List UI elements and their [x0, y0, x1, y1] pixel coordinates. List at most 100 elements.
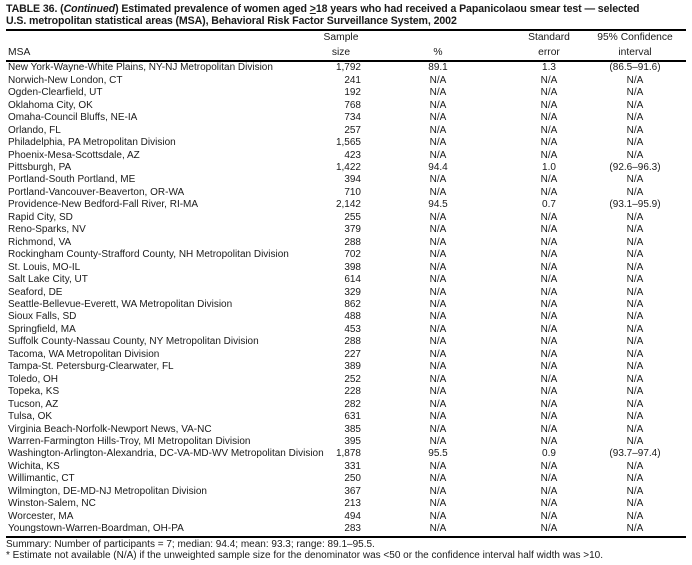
table-row: Seattle-Bellevue-Everett, WA Metropolita… — [6, 299, 686, 311]
percent-cell: N/A — [429, 99, 447, 111]
msa-cell: Philadelphia, PA Metropolitan Division — [8, 137, 176, 149]
sample-size-cell: 288 — [344, 336, 361, 348]
confidence-interval-cell: N/A — [626, 298, 644, 310]
table-row: Omaha-Council Bluffs, NE-IA 734 N/A N/A … — [6, 112, 686, 124]
header-sample-line2: size — [331, 46, 351, 58]
table-row: Suffolk County-Nassau County, NY Metropo… — [6, 336, 686, 348]
msa-cell: Winston-Salem, NC — [8, 498, 96, 510]
confidence-interval-cell: N/A — [626, 473, 644, 485]
sample-size-cell: 488 — [344, 311, 361, 323]
msa-cell: Salt Lake City, UT — [8, 274, 88, 286]
confidence-interval-cell: N/A — [626, 186, 644, 198]
table-row: Winston-Salem, NC 213 N/A N/A N/A — [6, 498, 686, 510]
msa-cell: Suffolk County-Nassau County, NY Metropo… — [8, 336, 259, 348]
standard-error-cell: N/A — [540, 510, 558, 522]
percent-cell: N/A — [429, 174, 447, 186]
percent-cell: N/A — [429, 411, 447, 423]
sample-size-cell: 282 — [344, 398, 361, 410]
table-row: Norwich-New London, CT 241 N/A N/A N/A — [6, 75, 686, 87]
sample-size-cell: 398 — [344, 261, 361, 273]
header-row-top: Sample Standard 95% Confidence — [6, 30, 686, 46]
msa-cell: Wichita, KS — [8, 460, 60, 472]
sample-size-cell: 227 — [344, 348, 361, 360]
table-row: St. Louis, MO-IL 398 N/A N/A N/A — [6, 262, 686, 274]
prevalence-table: Sample Standard 95% Confidence MSA size … — [6, 29, 686, 537]
geq-symbol: > — [309, 3, 316, 15]
standard-error-cell: N/A — [540, 460, 558, 472]
msa-cell: Portland-Vancouver-Beaverton, OR-WA — [8, 186, 185, 198]
msa-cell: Rapid City, SD — [8, 211, 73, 223]
percent-cell: N/A — [429, 435, 447, 447]
confidence-interval-cell: N/A — [626, 460, 644, 472]
sample-size-cell: 394 — [344, 174, 361, 186]
sample-size-cell: 1,422 — [335, 162, 361, 173]
percent-cell: N/A — [429, 87, 447, 99]
confidence-interval-cell: N/A — [626, 261, 644, 273]
msa-cell: Tampa-St. Petersburg-Clearwater, FL — [8, 361, 174, 373]
msa-cell: Topeka, KS — [8, 386, 60, 398]
confidence-interval-cell: N/A — [626, 411, 644, 423]
header-ci-line2: interval — [618, 46, 652, 58]
msa-cell: Pittsburgh, PA — [8, 162, 72, 173]
standard-error-cell: N/A — [540, 473, 558, 485]
msa-cell: Worcester, MA — [8, 510, 74, 522]
standard-error-cell: N/A — [540, 274, 558, 286]
percent-cell: N/A — [429, 510, 447, 522]
sample-size-cell: 423 — [344, 149, 361, 161]
table-row: Portland-South Portland, ME 394 N/A N/A … — [6, 174, 686, 186]
percent-cell: 95.5 — [428, 448, 448, 460]
table-row: Reno-Sparks, NV 379 N/A N/A N/A — [6, 224, 686, 236]
table-row: Wichita, KS 331 N/A N/A N/A — [6, 461, 686, 473]
table-row: Salt Lake City, UT 614 N/A N/A N/A — [6, 274, 686, 286]
sample-size-cell: 385 — [344, 423, 361, 435]
table-row: New York-Wayne-White Plains, NY-NJ Metro… — [6, 61, 686, 74]
sample-size-cell: 257 — [344, 124, 361, 136]
table-row: Phoenix-Mesa-Scottsdale, AZ 423 N/A N/A … — [6, 150, 686, 162]
confidence-interval-cell: N/A — [626, 523, 644, 535]
confidence-interval-cell: N/A — [626, 323, 644, 335]
header-se-line2: error — [538, 46, 560, 58]
sample-size-cell: 702 — [344, 249, 361, 261]
sample-size-cell: 453 — [344, 323, 361, 335]
standard-error-cell: N/A — [540, 298, 558, 310]
msa-cell: Ogden-Clearfield, UT — [8, 87, 103, 99]
percent-cell: N/A — [429, 348, 447, 360]
sample-size-cell: 1,565 — [335, 137, 361, 149]
standard-error-cell: N/A — [540, 336, 558, 348]
percent-cell: N/A — [429, 186, 447, 198]
sample-size-cell: 631 — [344, 411, 361, 423]
msa-cell: Seattle-Bellevue-Everett, WA Metropolita… — [8, 298, 233, 310]
title-prefix: TABLE 36. ( — [6, 3, 64, 15]
sample-size-cell: 2,142 — [335, 199, 361, 211]
confidence-interval-cell: N/A — [626, 87, 644, 99]
sample-size-cell: 288 — [344, 236, 361, 248]
msa-cell: Sioux Falls, SD — [8, 311, 77, 323]
standard-error-cell: N/A — [540, 411, 558, 423]
sample-size-cell: 367 — [344, 485, 361, 497]
table-row: Portland-Vancouver-Beaverton, OR-WA 710 … — [6, 187, 686, 199]
confidence-interval-cell: N/A — [626, 137, 644, 149]
confidence-interval-cell: N/A — [626, 211, 644, 223]
standard-error-cell: N/A — [540, 149, 558, 161]
confidence-interval-cell: N/A — [626, 510, 644, 522]
table-row: Youngstown-Warren-Boardman, OH-PA 283 N/… — [6, 523, 686, 536]
table-row: Washington-Arlington-Alexandria, DC-VA-M… — [6, 448, 686, 460]
table-row: Virginia Beach-Norfolk-Newport News, VA-… — [6, 424, 686, 436]
table-row: Providence-New Bedford-Fall River, RI-MA… — [6, 199, 686, 211]
percent-cell: N/A — [429, 274, 447, 286]
percent-cell: N/A — [429, 473, 447, 485]
msa-cell: Norwich-New London, CT — [8, 74, 123, 86]
msa-cell: Reno-Sparks, NV — [8, 224, 86, 236]
confidence-interval-cell: (92.6–96.3) — [609, 162, 661, 173]
standard-error-cell: N/A — [540, 286, 558, 298]
confidence-interval-cell: (93.1–95.9) — [609, 199, 661, 211]
standard-error-cell: N/A — [540, 236, 558, 248]
table-row: Tacoma, WA Metropolitan Division 227 N/A… — [6, 349, 686, 361]
confidence-interval-cell: N/A — [626, 336, 644, 348]
title-continued: Continued — [63, 3, 116, 15]
percent-cell: N/A — [429, 112, 447, 124]
msa-cell: Tacoma, WA Metropolitan Division — [8, 348, 160, 360]
table-row: Pittsburgh, PA 1,422 94.4 1.0 (92.6–96.3… — [6, 162, 686, 174]
confidence-interval-cell: N/A — [626, 112, 644, 124]
